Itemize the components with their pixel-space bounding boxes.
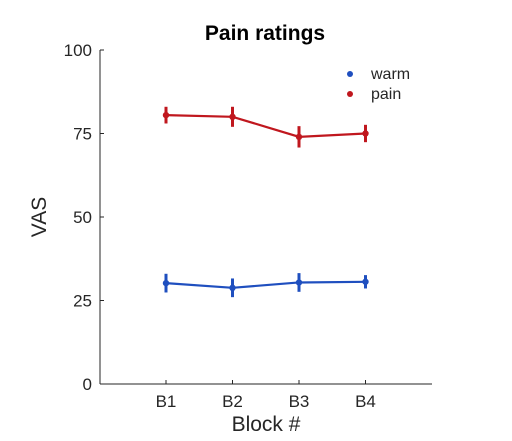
y-axis-label: VAS bbox=[28, 197, 51, 237]
data-point bbox=[295, 279, 303, 286]
data-point bbox=[362, 278, 369, 285]
x-tick-label: B2 bbox=[222, 392, 243, 411]
y-tick-label: 100 bbox=[64, 41, 92, 60]
data-point bbox=[229, 284, 236, 292]
y-ticks: 0 25 50 75 100 bbox=[64, 41, 104, 394]
chart-title: Pain ratings bbox=[205, 22, 325, 45]
series-line-pain bbox=[165, 114, 366, 138]
series-pain bbox=[162, 106, 369, 148]
y-tick-label: 25 bbox=[73, 292, 92, 311]
x-tick-label: B3 bbox=[289, 392, 310, 411]
legend-marker-pain bbox=[347, 91, 353, 97]
data-point bbox=[362, 130, 369, 137]
data-point bbox=[229, 113, 236, 121]
y-tick-label: 0 bbox=[83, 375, 92, 394]
x-tick-label: B1 bbox=[156, 392, 177, 411]
x-axis-label: Block # bbox=[232, 413, 301, 436]
series-layer bbox=[162, 106, 369, 298]
legend-label-pain: pain bbox=[371, 86, 401, 103]
x-ticks: B1 B2 B3 B4 bbox=[156, 380, 376, 411]
x-tick-label: B4 bbox=[355, 392, 376, 411]
y-tick-label: 50 bbox=[73, 208, 92, 227]
data-point bbox=[295, 133, 303, 141]
legend: warm pain bbox=[347, 66, 410, 103]
legend-marker-warm bbox=[347, 71, 353, 77]
legend-label-warm: warm bbox=[370, 66, 410, 83]
y-tick-label: 75 bbox=[73, 125, 92, 144]
data-point bbox=[162, 111, 170, 119]
data-point bbox=[162, 279, 170, 287]
series-warm bbox=[162, 273, 369, 298]
series-line-warm bbox=[165, 280, 366, 289]
